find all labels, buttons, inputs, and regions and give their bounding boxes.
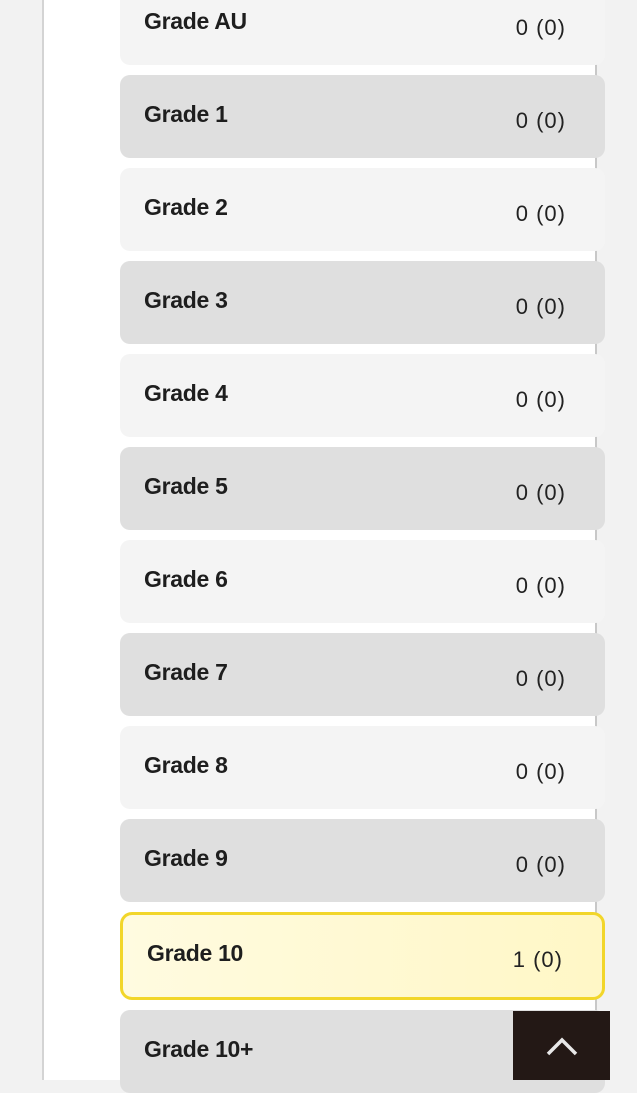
grade-count: 0 (0): [515, 108, 566, 133]
grade-label: Grade 1: [144, 101, 228, 127]
grade-row[interactable]: Grade 9 0 (0): [120, 819, 605, 902]
grade-count: 0 (0): [515, 15, 566, 40]
grade-count: 0 (0): [515, 852, 566, 877]
grade-row[interactable]: Grade AU 0 (0): [120, 0, 605, 65]
grade-label: Grade 10: [147, 940, 244, 966]
grade-row[interactable]: Grade 5 0 (0): [120, 447, 605, 530]
grade-label: Grade 2: [144, 194, 228, 220]
grade-label: Grade 8: [144, 752, 228, 778]
grade-label: Grade 10+: [144, 1036, 254, 1062]
grade-count: 0 (0): [515, 480, 566, 505]
grade-count: 0 (0): [515, 201, 566, 226]
grade-row[interactable]: Grade 1 0 (0): [120, 75, 605, 158]
grade-count: 0 (0): [515, 666, 566, 691]
grade-row[interactable]: Grade 8 0 (0): [120, 726, 605, 809]
grade-label: Grade 9: [144, 845, 228, 871]
grade-row[interactable]: Grade 4 0 (0): [120, 354, 605, 437]
chevron-up-icon: [546, 1037, 577, 1055]
grade-label: Grade 7: [144, 659, 228, 685]
grade-row[interactable]: Grade 2 0 (0): [120, 168, 605, 251]
grade-row[interactable]: Grade 7 0 (0): [120, 633, 605, 716]
grade-row[interactable]: Grade 6 0 (0): [120, 540, 605, 623]
grade-row-selected[interactable]: Grade 10 1 (0): [120, 912, 605, 1000]
grade-label: Grade 3: [144, 287, 228, 313]
grade-label: Grade 4: [144, 380, 228, 406]
grade-count: 0 (0): [515, 759, 566, 784]
grade-label: Grade 5: [144, 473, 228, 499]
grade-count: 0 (0): [515, 387, 566, 412]
grade-label: Grade AU: [144, 8, 247, 34]
grade-count: 0 (0): [515, 294, 566, 319]
grade-count: 1 (0): [512, 947, 563, 972]
grade-label: Grade 6: [144, 566, 228, 592]
grade-row[interactable]: Grade 3 0 (0): [120, 261, 605, 344]
scroll-to-top-button[interactable]: [513, 1011, 610, 1080]
grade-count: 0 (0): [515, 573, 566, 598]
